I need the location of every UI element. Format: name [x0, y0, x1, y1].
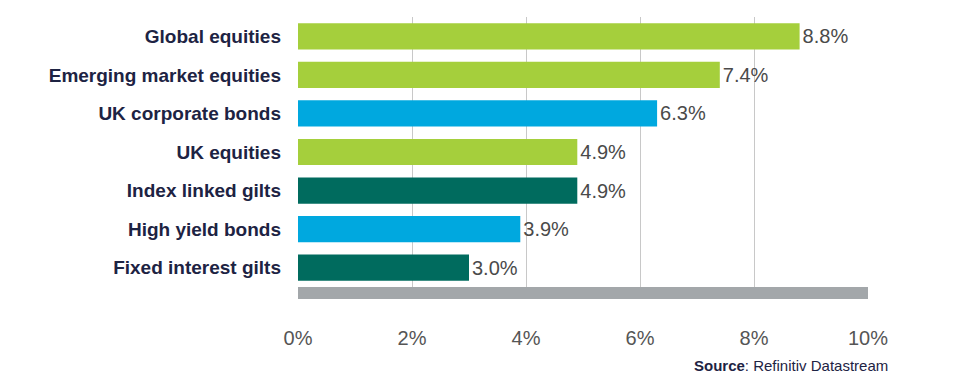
svg-text:4.9%: 4.9% — [580, 141, 626, 163]
svg-text:8.8%: 8.8% — [803, 25, 849, 47]
svg-text:3.9%: 3.9% — [523, 218, 569, 240]
svg-text:UK equities: UK equities — [176, 142, 281, 163]
svg-text:10%: 10% — [848, 327, 888, 349]
svg-text:3.0%: 3.0% — [472, 257, 518, 279]
svg-text:High yield bonds: High yield bonds — [128, 219, 281, 240]
svg-text:6.3%: 6.3% — [660, 102, 706, 124]
svg-text:Source: Refinitiv Datastream: Source: Refinitiv Datastream — [694, 357, 888, 374]
svg-text:0%: 0% — [284, 327, 313, 349]
svg-text:6%: 6% — [626, 327, 655, 349]
svg-text:4%: 4% — [512, 327, 541, 349]
svg-text:Fixed interest gilts: Fixed interest gilts — [113, 257, 281, 278]
svg-text:8%: 8% — [740, 327, 769, 349]
svg-text:Global equities: Global equities — [145, 26, 281, 47]
svg-text:UK corporate bonds: UK corporate bonds — [98, 103, 281, 124]
svg-text:Emerging market equities: Emerging market equities — [49, 65, 281, 86]
svg-text:2%: 2% — [398, 327, 427, 349]
svg-text:4.9%: 4.9% — [580, 180, 626, 202]
svg-text:Index linked gilts: Index linked gilts — [127, 180, 281, 201]
svg-text:7.4%: 7.4% — [723, 64, 769, 86]
